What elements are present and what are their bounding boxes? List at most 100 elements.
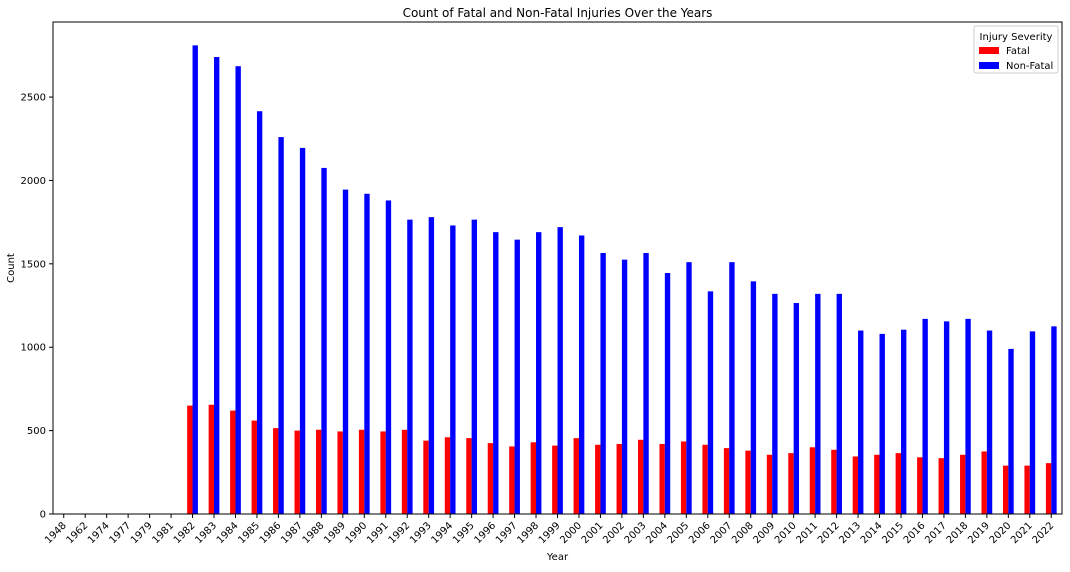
bar-fatal-2022 — [1046, 463, 1051, 514]
bar-non-fatal-1983 — [214, 57, 219, 514]
bar-fatal-2007 — [724, 448, 729, 514]
bar-fatal-2002 — [617, 444, 622, 514]
bar-non-fatal-2011 — [815, 294, 820, 514]
bar-non-fatal-2006 — [708, 291, 713, 514]
bar-fatal-1985 — [252, 421, 257, 514]
bar-non-fatal-2000 — [579, 235, 584, 514]
bar-fatal-2018 — [960, 455, 965, 514]
x-tick-label: 2003 — [623, 520, 649, 546]
x-tick-label: 1998 — [515, 520, 541, 546]
bar-non-fatal-2018 — [965, 319, 970, 514]
bar-fatal-2004 — [659, 444, 664, 514]
x-tick-label: 2010 — [773, 520, 799, 546]
bar-non-fatal-1995 — [472, 220, 477, 514]
bar-non-fatal-2010 — [794, 303, 799, 514]
x-tick-label: 2013 — [837, 520, 863, 546]
y-tick-label: 500 — [27, 426, 46, 437]
x-tick-label: 2011 — [794, 520, 820, 546]
bar-non-fatal-2004 — [665, 273, 670, 514]
bar-fatal-2016 — [917, 457, 922, 514]
x-tick-label: 2015 — [880, 520, 906, 546]
bar-non-fatal-2012 — [837, 294, 842, 514]
bar-fatal-1984 — [230, 411, 235, 514]
bar-non-fatal-1993 — [429, 217, 434, 514]
x-tick-label: 1986 — [258, 520, 284, 546]
x-tick-label: 1995 — [451, 520, 477, 546]
x-tick-label: 2019 — [966, 520, 992, 546]
y-tick-label: 1000 — [21, 343, 46, 354]
y-tick-label: 2000 — [21, 176, 46, 187]
x-tick-label: 1977 — [107, 520, 133, 546]
x-tick-label: 1997 — [494, 520, 520, 546]
x-tick-label: 2000 — [558, 520, 584, 546]
bar-fatal-1992 — [402, 430, 407, 514]
bar-non-fatal-2002 — [622, 260, 627, 514]
y-axis-ticks: 0 500 1000 1500 2000 2500 — [21, 93, 53, 521]
bar-fatal-1987 — [295, 431, 300, 514]
x-tick-label: 1996 — [472, 520, 498, 546]
bar-fatal-2001 — [595, 445, 600, 514]
x-tick-label: 2022 — [1031, 520, 1057, 546]
bar-fatal-2003 — [638, 440, 643, 514]
bar-fatal-2013 — [853, 456, 858, 514]
bar-fatal-1989 — [337, 431, 342, 514]
x-tick-label: 2002 — [601, 520, 627, 546]
bar-non-fatal-1988 — [321, 168, 326, 514]
legend-swatch-fatal — [979, 47, 999, 54]
legend-swatch-non-fatal — [979, 62, 999, 69]
x-tick-label: 1994 — [430, 520, 456, 546]
x-tick-label: 2008 — [730, 520, 756, 546]
x-tick-label: 2020 — [988, 520, 1014, 546]
x-tick-label: 1990 — [344, 520, 370, 546]
bar-non-fatal-2016 — [922, 319, 927, 514]
bar-fatal-1986 — [273, 428, 278, 514]
y-tick-label: 2500 — [21, 93, 46, 104]
legend-label: Non-Fatal — [1006, 61, 1053, 72]
bar-fatal-1995 — [466, 438, 471, 514]
bar-non-fatal-1992 — [407, 220, 412, 514]
x-axis-title: Year — [546, 552, 569, 563]
x-axis-ticks: 1948196219741977197919811982198319841985… — [43, 514, 1056, 546]
y-tick-label: 1500 — [21, 259, 46, 270]
x-tick-label: 2021 — [1009, 520, 1035, 546]
bar-fatal-1997 — [509, 446, 514, 514]
x-tick-label: 2012 — [816, 520, 842, 546]
x-tick-label: 2018 — [945, 520, 971, 546]
bar-non-fatal-2022 — [1051, 326, 1056, 514]
bar-fatal-2017 — [939, 458, 944, 514]
bar-non-fatal-1982 — [193, 45, 198, 514]
x-tick-label: 1987 — [279, 520, 305, 546]
bar-fatal-1999 — [552, 446, 557, 514]
bar-fatal-1998 — [531, 442, 536, 514]
x-tick-label: 1948 — [43, 520, 69, 546]
bar-non-fatal-2015 — [901, 330, 906, 514]
bar-fatal-2019 — [981, 451, 986, 514]
y-axis-title: Count — [6, 253, 17, 283]
bar-non-fatal-1985 — [257, 111, 262, 514]
bar-fatal-1994 — [445, 437, 450, 514]
x-tick-label: 1981 — [150, 520, 176, 546]
x-tick-label: 1962 — [65, 520, 91, 546]
x-tick-label: 1979 — [129, 520, 155, 546]
bar-fatal-1988 — [316, 430, 321, 514]
x-tick-label: 1991 — [365, 520, 391, 546]
x-tick-label: 2007 — [709, 520, 735, 546]
x-tick-label: 1989 — [322, 520, 348, 546]
bar-non-fatal-1997 — [515, 240, 520, 514]
bar-non-fatal-2007 — [729, 262, 734, 514]
bar-non-fatal-1994 — [450, 225, 455, 514]
x-tick-label: 2009 — [752, 520, 778, 546]
bar-non-fatal-2017 — [944, 321, 949, 514]
x-tick-label: 1988 — [301, 520, 327, 546]
x-tick-label: 2006 — [687, 520, 713, 546]
y-tick-label: 0 — [40, 510, 46, 521]
bars-group — [58, 45, 1056, 514]
bar-fatal-2006 — [702, 445, 707, 514]
x-tick-label: 1985 — [236, 520, 262, 546]
x-tick-label: 2017 — [923, 520, 949, 546]
x-tick-label: 1999 — [537, 520, 563, 546]
legend-title: Injury Severity — [980, 32, 1053, 43]
bar-fatal-2020 — [1003, 466, 1008, 514]
bar-non-fatal-1990 — [364, 194, 369, 514]
